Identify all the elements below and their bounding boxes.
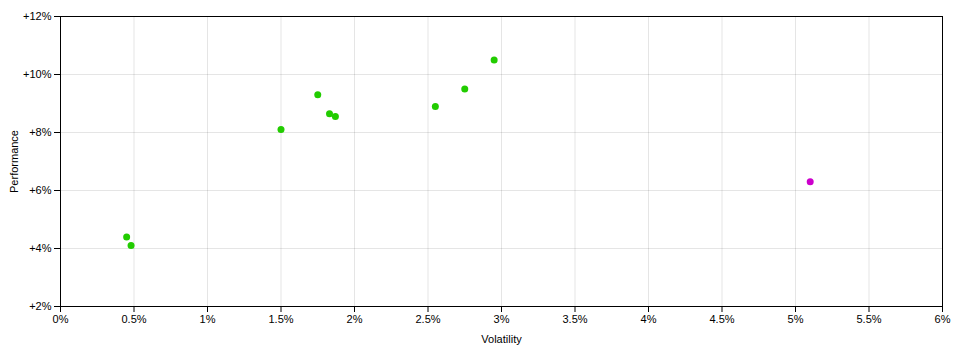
svg-text:+12%: +12% xyxy=(23,10,52,22)
svg-text:+4%: +4% xyxy=(29,242,52,254)
svg-text:5.5%: 5.5% xyxy=(856,313,881,325)
svg-text:4.5%: 4.5% xyxy=(709,313,734,325)
svg-text:+8%: +8% xyxy=(29,126,52,138)
svg-text:6%: 6% xyxy=(935,313,951,325)
svg-text:0%: 0% xyxy=(53,313,69,325)
svg-text:1.5%: 1.5% xyxy=(268,313,293,325)
svg-text:Performance: Performance xyxy=(8,130,20,193)
svg-text:Volatility: Volatility xyxy=(481,333,522,345)
svg-text:0.5%: 0.5% xyxy=(121,313,146,325)
svg-text:3.5%: 3.5% xyxy=(562,313,587,325)
svg-text:5%: 5% xyxy=(788,313,804,325)
svg-text:2.5%: 2.5% xyxy=(415,313,440,325)
svg-text:1%: 1% xyxy=(200,313,216,325)
svg-text:+6%: +6% xyxy=(29,184,52,196)
svg-text:2%: 2% xyxy=(347,313,363,325)
svg-text:4%: 4% xyxy=(641,313,657,325)
svg-text:3%: 3% xyxy=(494,313,510,325)
svg-text:+10%: +10% xyxy=(23,68,52,80)
svg-text:+2%: +2% xyxy=(29,300,52,312)
